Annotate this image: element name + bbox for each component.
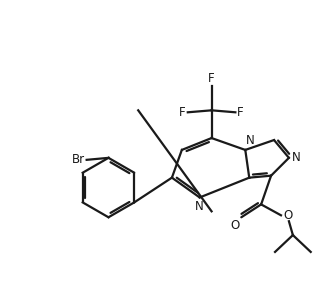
- Text: O: O: [283, 209, 292, 222]
- Text: N: N: [195, 200, 204, 213]
- Text: F: F: [208, 72, 215, 85]
- Text: Br: Br: [72, 153, 85, 166]
- Text: O: O: [230, 219, 239, 232]
- Text: N: N: [292, 151, 301, 164]
- Text: F: F: [179, 106, 186, 119]
- Text: F: F: [237, 106, 244, 119]
- Text: N: N: [246, 134, 255, 147]
